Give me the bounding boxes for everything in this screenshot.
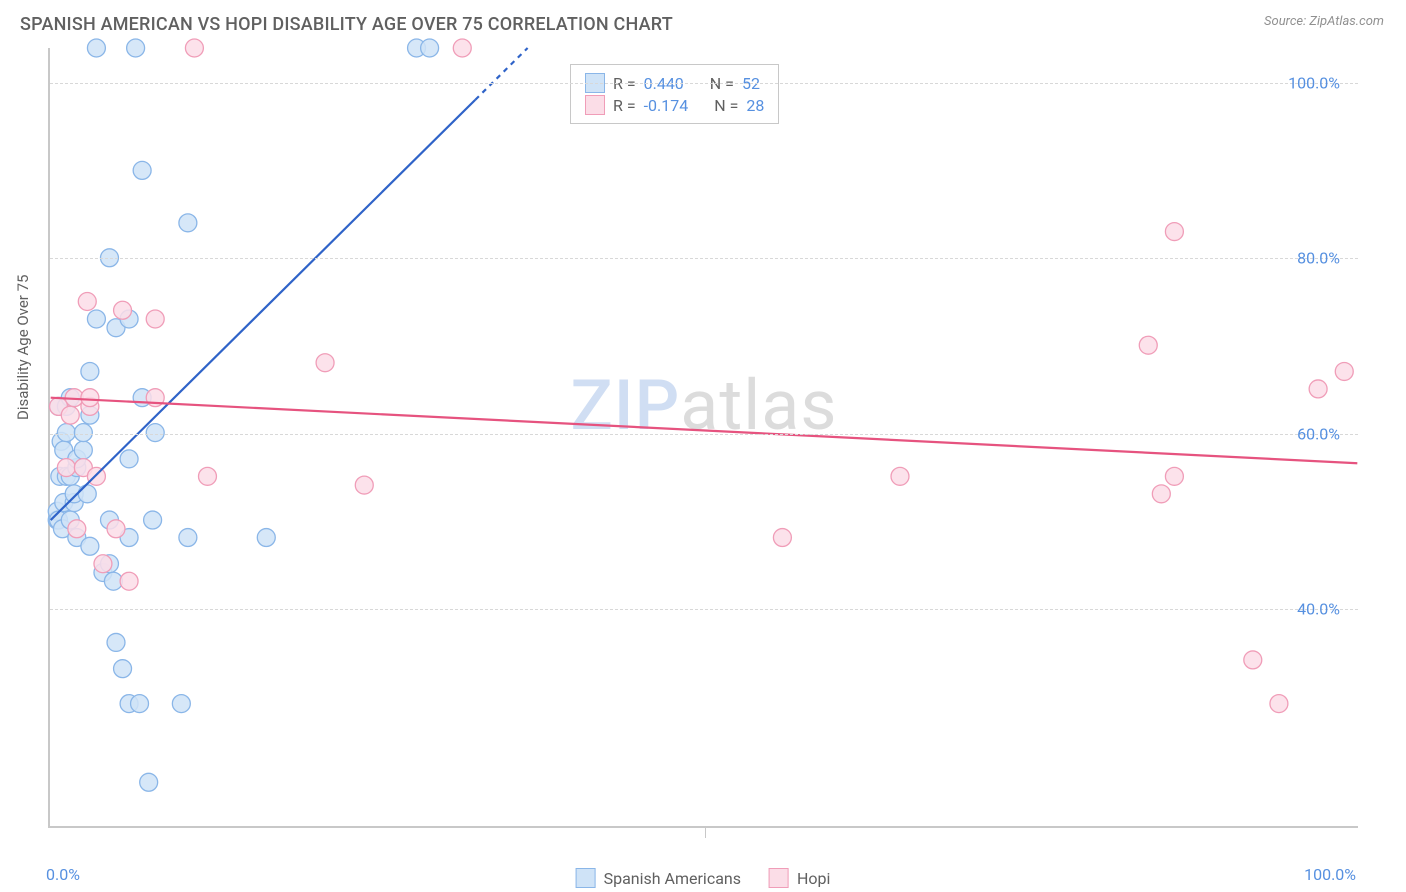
data-point [421, 39, 439, 57]
data-point [114, 301, 132, 319]
scatter-svg [50, 48, 1358, 826]
data-point [120, 450, 138, 468]
legend-r-label: R = [613, 96, 636, 115]
y-tick-label: 40.0% [1297, 599, 1340, 618]
trend-line-dashed [475, 48, 527, 100]
data-point [146, 310, 164, 328]
source-credit: Source: ZipAtlas.com [1264, 14, 1384, 29]
data-point [127, 39, 145, 57]
data-point [133, 161, 151, 179]
data-point [144, 511, 162, 529]
legend-stats: R =0.440N =52R =-0.174N =28 [570, 64, 779, 124]
legend-label: Spanish Americans [604, 869, 741, 888]
x-tick [705, 826, 706, 838]
data-point [316, 354, 334, 372]
legend-bottom: Spanish Americans Hopi [576, 868, 831, 888]
data-point [1244, 651, 1262, 669]
data-point [87, 310, 105, 328]
data-point [172, 695, 190, 713]
data-point [257, 529, 275, 547]
data-point [1165, 223, 1183, 241]
legend-label: Hopi [797, 869, 830, 888]
y-axis-title: Disability Age Over 75 [14, 275, 32, 420]
y-tick-label: 60.0% [1297, 424, 1340, 443]
legend-swatch [769, 868, 789, 888]
legend-n-value: 28 [746, 96, 764, 115]
data-point [1139, 336, 1157, 354]
data-point [1165, 467, 1183, 485]
gridline [50, 609, 1358, 610]
plot-area: ZIPatlas R =0.440N =52R =-0.174N =28 40.… [48, 48, 1358, 828]
legend-item: Hopi [769, 868, 830, 888]
data-point [453, 39, 471, 57]
data-point [1152, 485, 1170, 503]
data-point [87, 39, 105, 57]
data-point [179, 529, 197, 547]
data-point [891, 467, 909, 485]
data-point [179, 214, 197, 232]
data-point [81, 537, 99, 555]
data-point [773, 529, 791, 547]
y-tick-label: 100.0% [1288, 74, 1340, 93]
legend-item: Spanish Americans [576, 868, 741, 888]
gridline [50, 434, 1358, 435]
gridline [50, 258, 1358, 259]
data-point [78, 293, 96, 311]
data-point [107, 520, 125, 538]
data-point [185, 39, 203, 57]
legend-swatch [576, 868, 596, 888]
x-axis-max-label: 100.0% [1304, 865, 1356, 884]
data-point [1270, 695, 1288, 713]
data-point [68, 520, 86, 538]
data-point [120, 572, 138, 590]
x-axis-min-label: 0.0% [46, 865, 80, 884]
legend-stats-row: R = -0.174 N = 28 [585, 95, 764, 115]
data-point [57, 459, 75, 477]
data-point [74, 441, 92, 459]
trend-line [51, 398, 1358, 464]
data-point [81, 362, 99, 380]
legend-r-value: -0.174 [644, 96, 689, 115]
data-point [140, 773, 158, 791]
data-point [131, 695, 149, 713]
legend-swatch [585, 95, 605, 115]
data-point [198, 467, 216, 485]
chart-title: SPANISH AMERICAN VS HOPI DISABILITY AGE … [20, 14, 673, 35]
data-point [81, 389, 99, 407]
legend-n-label: N = [714, 96, 738, 115]
data-point [114, 660, 132, 678]
data-point [78, 485, 96, 503]
data-point [107, 633, 125, 651]
gridline [50, 83, 1358, 84]
data-point [61, 406, 79, 424]
data-point [94, 555, 112, 573]
data-point [355, 476, 373, 494]
chart-container: SPANISH AMERICAN VS HOPI DISABILITY AGE … [0, 0, 1406, 892]
data-point [1335, 362, 1353, 380]
data-point [1309, 380, 1327, 398]
y-tick-label: 80.0% [1297, 249, 1340, 268]
